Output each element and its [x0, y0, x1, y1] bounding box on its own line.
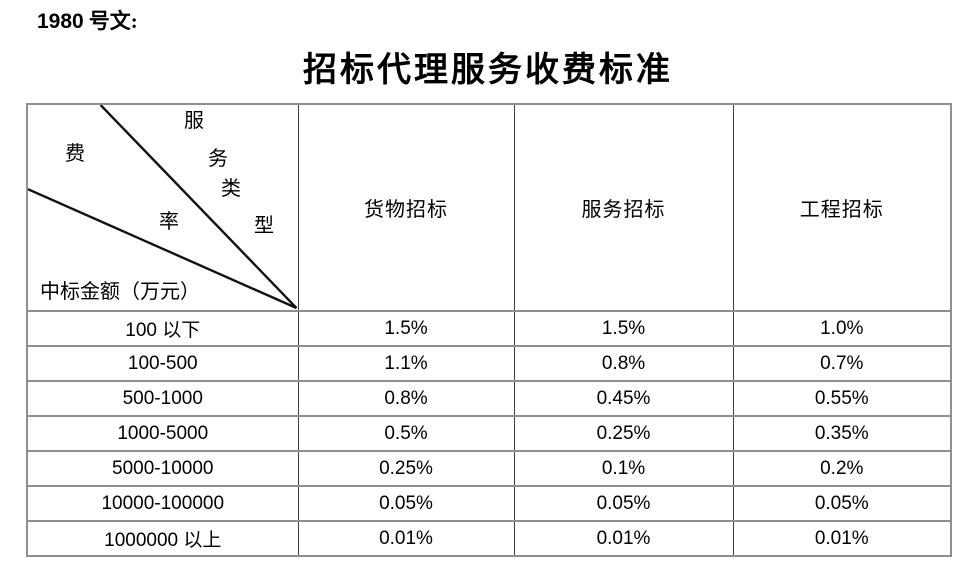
- table-row: 5000-10000 0.25% 0.1% 0.2%: [26, 450, 952, 487]
- column-header-engineering: 工程招标: [732, 103, 952, 312]
- rate-cell: 0.7%: [732, 345, 952, 382]
- column-header-goods: 货物招标: [297, 103, 515, 312]
- corner-service-type-char: 型: [254, 215, 274, 237]
- corner-amount-label: 中标金额（万元）: [40, 281, 200, 303]
- corner-service-type-char: 务: [208, 148, 228, 170]
- rate-cell: 0.25%: [297, 450, 515, 487]
- rate-cell: 1.5%: [297, 310, 515, 347]
- rate-cell: 0.05%: [732, 485, 952, 522]
- fee-table: 服 务 类 型 费 率 中标金额（万元） 货物招标 服务招标 工程招标 100 …: [26, 103, 952, 557]
- table-row: 10000-100000 0.05% 0.05% 0.05%: [26, 485, 952, 522]
- column-header-services: 服务招标: [513, 103, 734, 312]
- table-row: 100 以下 1.5% 1.5% 1.0%: [26, 310, 952, 347]
- rate-cell: 0.01%: [297, 520, 515, 557]
- doc-reference: 1980 号文:: [37, 5, 138, 35]
- rate-cell: 1.5%: [513, 310, 734, 347]
- rate-cell: 0.01%: [513, 520, 734, 557]
- corner-rate-char: 费: [65, 143, 85, 165]
- corner-service-type-char: 类: [221, 178, 241, 200]
- amount-cell: 1000000 以上: [26, 520, 299, 557]
- rate-cell: 0.05%: [513, 485, 734, 522]
- table-row: 500-1000 0.8% 0.45% 0.55%: [26, 380, 952, 417]
- rate-cell: 0.8%: [297, 380, 515, 417]
- amount-cell: 500-1000: [26, 380, 299, 417]
- rate-cell: 0.05%: [297, 485, 515, 522]
- rate-cell: 0.25%: [513, 415, 734, 452]
- doc-number: 1980: [37, 10, 84, 33]
- page-title: 招标代理服务收费标准: [303, 52, 673, 89]
- amount-cell: 100 以下: [26, 310, 299, 347]
- amount-cell: 1000-5000: [26, 415, 299, 452]
- amount-cell: 5000-10000: [26, 450, 299, 487]
- table-row: 1000000 以上 0.01% 0.01% 0.01%: [26, 520, 952, 557]
- table-row: 100-500 1.1% 0.8% 0.7%: [26, 345, 952, 382]
- table-row: 1000-5000 0.5% 0.25% 0.35%: [26, 415, 952, 452]
- rate-cell: 0.01%: [732, 520, 952, 557]
- rate-cell: 0.35%: [732, 415, 952, 452]
- rate-cell: 0.55%: [732, 380, 952, 417]
- amount-cell: 10000-100000: [26, 485, 299, 522]
- doc-label: 号文:: [88, 9, 138, 33]
- table-header-row: 服 务 类 型 费 率 中标金额（万元） 货物招标 服务招标 工程招标: [26, 103, 952, 312]
- corner-service-type-char: 服: [184, 110, 204, 132]
- rate-cell: 0.8%: [513, 345, 734, 382]
- corner-header-cell: 服 务 类 型 费 率 中标金额（万元）: [26, 103, 299, 312]
- rate-cell: 1.1%: [297, 345, 515, 382]
- rate-cell: 0.2%: [732, 450, 952, 487]
- corner-rate-char: 率: [159, 211, 179, 233]
- diagonal-divider-lines: [28, 105, 298, 310]
- rate-cell: 0.5%: [297, 415, 515, 452]
- rate-cell: 0.1%: [513, 450, 734, 487]
- amount-cell: 100-500: [26, 345, 299, 382]
- rate-cell: 0.45%: [513, 380, 734, 417]
- rate-cell: 1.0%: [732, 310, 952, 347]
